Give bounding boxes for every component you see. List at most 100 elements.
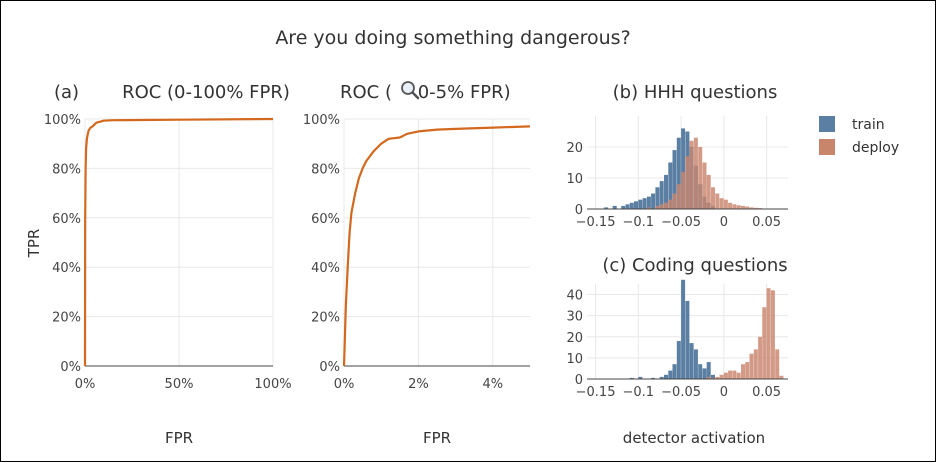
hist-coding-y-tick-label: 20 xyxy=(566,331,583,346)
hist-hhh-bar-train xyxy=(642,198,647,209)
hist-coding-bar-train xyxy=(668,370,673,379)
hist-coding-bar-deploy xyxy=(728,370,733,379)
hist-coding-bar-train xyxy=(672,364,677,379)
hist-coding-bar-deploy xyxy=(723,372,728,379)
panel-label-a: (a) xyxy=(54,82,79,103)
hist-hhh-bar-train xyxy=(612,205,617,209)
hist-coding-bar-train xyxy=(638,376,643,379)
hist-hhh-bar-train xyxy=(646,196,651,209)
hist-hhh-bar-deploy xyxy=(719,198,724,209)
hist-hhh-bar-train xyxy=(604,207,609,209)
hist-coding-bar-deploy xyxy=(732,370,737,379)
hist-coding-x-tick-label: 0.05 xyxy=(752,385,781,400)
roc-full-title: ROC (0-100% FPR) xyxy=(122,82,290,103)
hist-coding-y-tick-label: 10 xyxy=(566,352,583,367)
hist-hhh-title: (b) HHH questions xyxy=(613,82,778,103)
hist-hhh-bar-train xyxy=(625,204,630,209)
roc-full-y-tick-label: 40% xyxy=(52,261,81,276)
hist-coding-bar-deploy xyxy=(758,336,763,379)
roc-zoom-x-tick-label: 4% xyxy=(482,377,503,392)
hist-coding-bar-train xyxy=(693,349,698,379)
roc-zoom-y-tick-label: 80% xyxy=(311,162,340,177)
x-axis-label-hist: detector activation xyxy=(623,429,765,447)
hist-coding-y-tick-label: 40 xyxy=(566,289,583,304)
hist-coding-x-tick-label: −0.05 xyxy=(661,385,701,400)
hist-coding-bar-train xyxy=(685,300,690,379)
roc-full-y-tick-label: 100% xyxy=(44,113,81,128)
hist-coding-bar-deploy xyxy=(719,374,724,379)
roc-full-y-tick-label: 0% xyxy=(60,360,81,375)
hist-coding-y-tick-label: 30 xyxy=(566,310,583,325)
hist-hhh-bar-train xyxy=(629,202,634,209)
hist-hhh-bar-train xyxy=(651,193,656,209)
hist-coding-bar-train xyxy=(706,362,711,379)
hist-hhh-bar-train xyxy=(655,187,660,209)
hist-hhh-x-tick-label: −0.15 xyxy=(576,215,616,230)
hist-hhh-bar-train xyxy=(664,174,668,209)
hist-coding-x-tick-label: −0.15 xyxy=(576,385,616,400)
hist-coding-bar-train xyxy=(664,374,668,379)
hist-coding-bar-deploy xyxy=(775,349,780,379)
x-axis-label-roc-full: FPR xyxy=(165,429,193,447)
hist-coding-bar-deploy xyxy=(770,290,775,379)
hist-coding-bar-train xyxy=(689,343,694,379)
hist-coding-bar-deploy xyxy=(711,377,715,379)
hist-coding-bar-deploy xyxy=(766,288,771,379)
roc-zoom-y-tick-label: 60% xyxy=(311,212,340,227)
hist-hhh-bar-train xyxy=(676,137,681,209)
hist-hhh-bar-deploy xyxy=(715,193,720,209)
hist-hhh-bar-deploy xyxy=(732,204,737,209)
hist-coding-x-tick-label: −0.1 xyxy=(623,385,655,400)
hist-coding-bar-deploy xyxy=(753,349,758,379)
hist-hhh-x-tick-label: −0.05 xyxy=(661,215,701,230)
hist-hhh-bar-deploy xyxy=(745,206,750,209)
hist-hhh-bar-train xyxy=(638,199,643,209)
hist-hhh-bar-train xyxy=(668,162,673,209)
hist-hhh-x-tick-label: 0 xyxy=(720,215,728,230)
hist-hhh-bar-deploy xyxy=(664,202,668,209)
hist-hhh-bar-deploy xyxy=(668,199,673,209)
hist-hhh-bar-deploy xyxy=(736,205,741,209)
legend: train deploy xyxy=(819,116,899,156)
hist-hhh-bar-train xyxy=(681,128,686,209)
roc-zoom-x-tick-label: 2% xyxy=(408,377,429,392)
hist-hhh-bar-deploy xyxy=(655,205,660,209)
hist-coding-x-tick-label: 0 xyxy=(720,385,728,400)
hist-coding-bar-deploy xyxy=(762,307,767,379)
hist-hhh-bar-deploy xyxy=(723,199,728,209)
roc-full-y-tick-label: 60% xyxy=(52,212,81,227)
hist-hhh-bar-deploy xyxy=(702,162,707,209)
roc-zoom-title-post: 0-5% FPR) xyxy=(412,82,511,103)
x-axis-label-roc-zoom: FPR xyxy=(423,429,451,447)
hist-hhh-bar-train xyxy=(659,181,664,209)
roc-zoom-x-tick-label: 0% xyxy=(334,377,355,392)
roc-full-x-tick-label: 0% xyxy=(75,377,96,392)
hist-coding-y-tick-label: 0 xyxy=(575,373,583,388)
hist-coding-bar-train xyxy=(629,377,634,379)
hist-coding-bar-train xyxy=(681,279,686,379)
hist-coding-bar-deploy xyxy=(715,376,720,379)
roc-zoom-y-tick-label: 0% xyxy=(319,360,340,375)
hist-hhh-bar-deploy xyxy=(693,137,698,209)
hist-coding-bar-train xyxy=(711,374,715,379)
hist-coding-bar-deploy xyxy=(749,353,754,379)
hist-hhh-bar-deploy xyxy=(676,184,681,209)
hist-hhh-bar-deploy xyxy=(749,207,754,209)
hist-hhh-bar-deploy xyxy=(672,193,677,209)
hist-hhh-bar-deploy xyxy=(698,147,703,209)
hist-hhh-bar-deploy xyxy=(689,140,694,209)
roc-zoom-plot: 0% 20% 40% 60% 80% 100% 0% 2% 4% xyxy=(303,113,531,392)
hist-coding-bar-train xyxy=(676,341,681,379)
hist-coding-bar-deploy xyxy=(779,375,784,379)
hist-hhh-bar-deploy xyxy=(711,187,715,209)
hist-coding-bar-train xyxy=(651,377,656,379)
hist-hhh-bar-train xyxy=(672,150,677,209)
legend-label-train: train xyxy=(852,117,885,133)
hist-coding-plot: 0 10 20 30 40 −0.15 −0.1 −0.05 0 0.05 xyxy=(566,279,788,400)
hist-coding-bar-deploy xyxy=(741,364,745,379)
legend-swatch-train xyxy=(819,116,835,132)
hist-hhh-y-tick-label: 10 xyxy=(566,172,583,187)
hist-coding-bar-train xyxy=(702,368,707,379)
hist-hhh-plot: 0 10 20 −0.15 −0.1 −0.05 0 0.05 xyxy=(566,116,788,230)
